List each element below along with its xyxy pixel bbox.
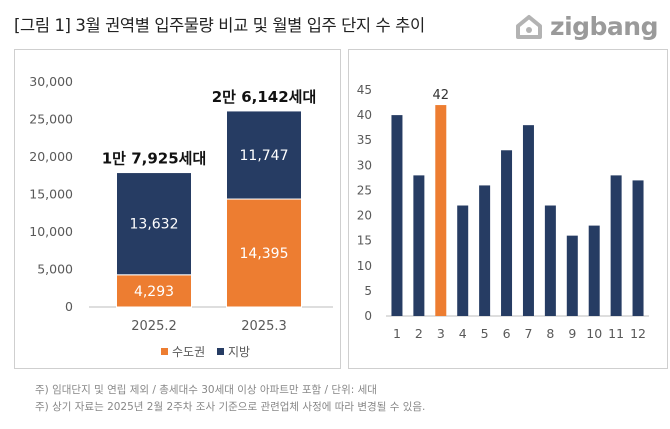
bar	[588, 225, 600, 316]
bar	[413, 175, 425, 316]
zigbang-logo: zigbang	[514, 12, 658, 41]
x-tick-label: 6	[503, 326, 511, 341]
stacked-bar-chart: 0 5,000 10,000 15,000 20,000 25,000 30,000 4,29…	[29, 74, 333, 359]
y-tick-label: 20,000	[29, 149, 73, 164]
total-label: 2만 6,142세대	[212, 88, 317, 106]
bar-segment	[116, 274, 192, 308]
bar	[501, 150, 513, 316]
data-label: 4,293	[134, 284, 174, 300]
x-tick-label: 8	[546, 326, 554, 341]
bar	[632, 180, 644, 316]
bar-segment	[116, 172, 192, 276]
x-tick-label: 2025.2	[131, 319, 177, 334]
data-label: 14,395	[240, 246, 289, 262]
footnote-2: 주) 상기 자료는 2025년 2월 2주차 조사 기준으로 관련업체 사정에 …	[35, 401, 426, 413]
bar	[479, 185, 491, 316]
bar	[457, 205, 469, 316]
bar	[435, 105, 447, 316]
y-tick-label: 25	[357, 183, 372, 197]
y-tick-label: 5,000	[37, 262, 73, 277]
legend-swatch	[161, 348, 168, 355]
y-tick-label: 10,000	[29, 224, 73, 239]
x-tick-label: 10	[586, 326, 602, 341]
x-tick-label: 5	[481, 326, 489, 341]
y-tick-label: 40	[357, 108, 372, 122]
logo-text: zigbang	[550, 12, 658, 41]
highlight-label: 42	[433, 88, 450, 103]
y-tick-label: 30	[357, 158, 372, 172]
bar-segment	[226, 110, 302, 200]
y-tick-label: 20	[357, 209, 372, 223]
x-tick-label: 11	[608, 326, 624, 341]
y-tick-label: 35	[357, 133, 372, 147]
x-tick-label: 9	[568, 326, 576, 341]
bar	[610, 175, 622, 316]
bar	[391, 115, 403, 316]
stacked-bar-chart-panel: 0 5,000 10,000 15,000 20,000 25,000 30,000 4,29…	[14, 49, 341, 369]
bar	[522, 125, 534, 317]
x-tick-label: 7	[524, 326, 532, 341]
x-tick-label: 2025.3	[241, 319, 287, 334]
x-tick-label: 1	[393, 326, 401, 341]
y-tick-label: 15	[357, 234, 372, 248]
y-tick-label: 0	[364, 309, 372, 323]
footnote-1: 주) 임대단지 및 연립 제외 / 총세대수 30세대 이상 아파트만 포함 /…	[35, 384, 377, 396]
y-tick-label: 10	[357, 259, 372, 273]
figure-title: [그림 1] 3월 권역별 입주물량 비교 및 월별 입주 단지 수 추이	[14, 16, 425, 35]
x-tick-label: 3	[437, 326, 445, 341]
legend-swatch	[217, 348, 224, 355]
y-tick-label: 25,000	[29, 112, 73, 127]
x-tick-label: 12	[630, 326, 646, 341]
footnotes: 주) 임대단지 및 연립 제외 / 총세대수 30세대 이상 아파트만 포함 /…	[35, 382, 425, 416]
legend-label: 지방	[228, 345, 250, 359]
data-label: 13,632	[130, 217, 179, 233]
y-tick-label: 0	[65, 299, 73, 314]
zigbang-house-icon	[516, 14, 543, 39]
data-label: 11,747	[240, 148, 289, 164]
bar	[566, 235, 578, 316]
y-tick-label: 45	[357, 83, 372, 97]
y-tick-label: 15,000	[29, 187, 73, 202]
monthly-bar-chart-panel: 0 5 10 15 20 25 30 35 40 45 1 2 3 42 4 5 6 7 8 9 10 11 12	[348, 49, 668, 369]
total-label: 1만 7,925세대	[102, 150, 207, 168]
y-tick-label: 5	[364, 284, 372, 298]
x-tick-label: 4	[459, 326, 467, 341]
x-tick-label: 2	[415, 326, 423, 341]
bar	[544, 205, 556, 316]
y-tick-label: 30,000	[29, 74, 73, 89]
legend-label: 수도권	[172, 345, 205, 359]
